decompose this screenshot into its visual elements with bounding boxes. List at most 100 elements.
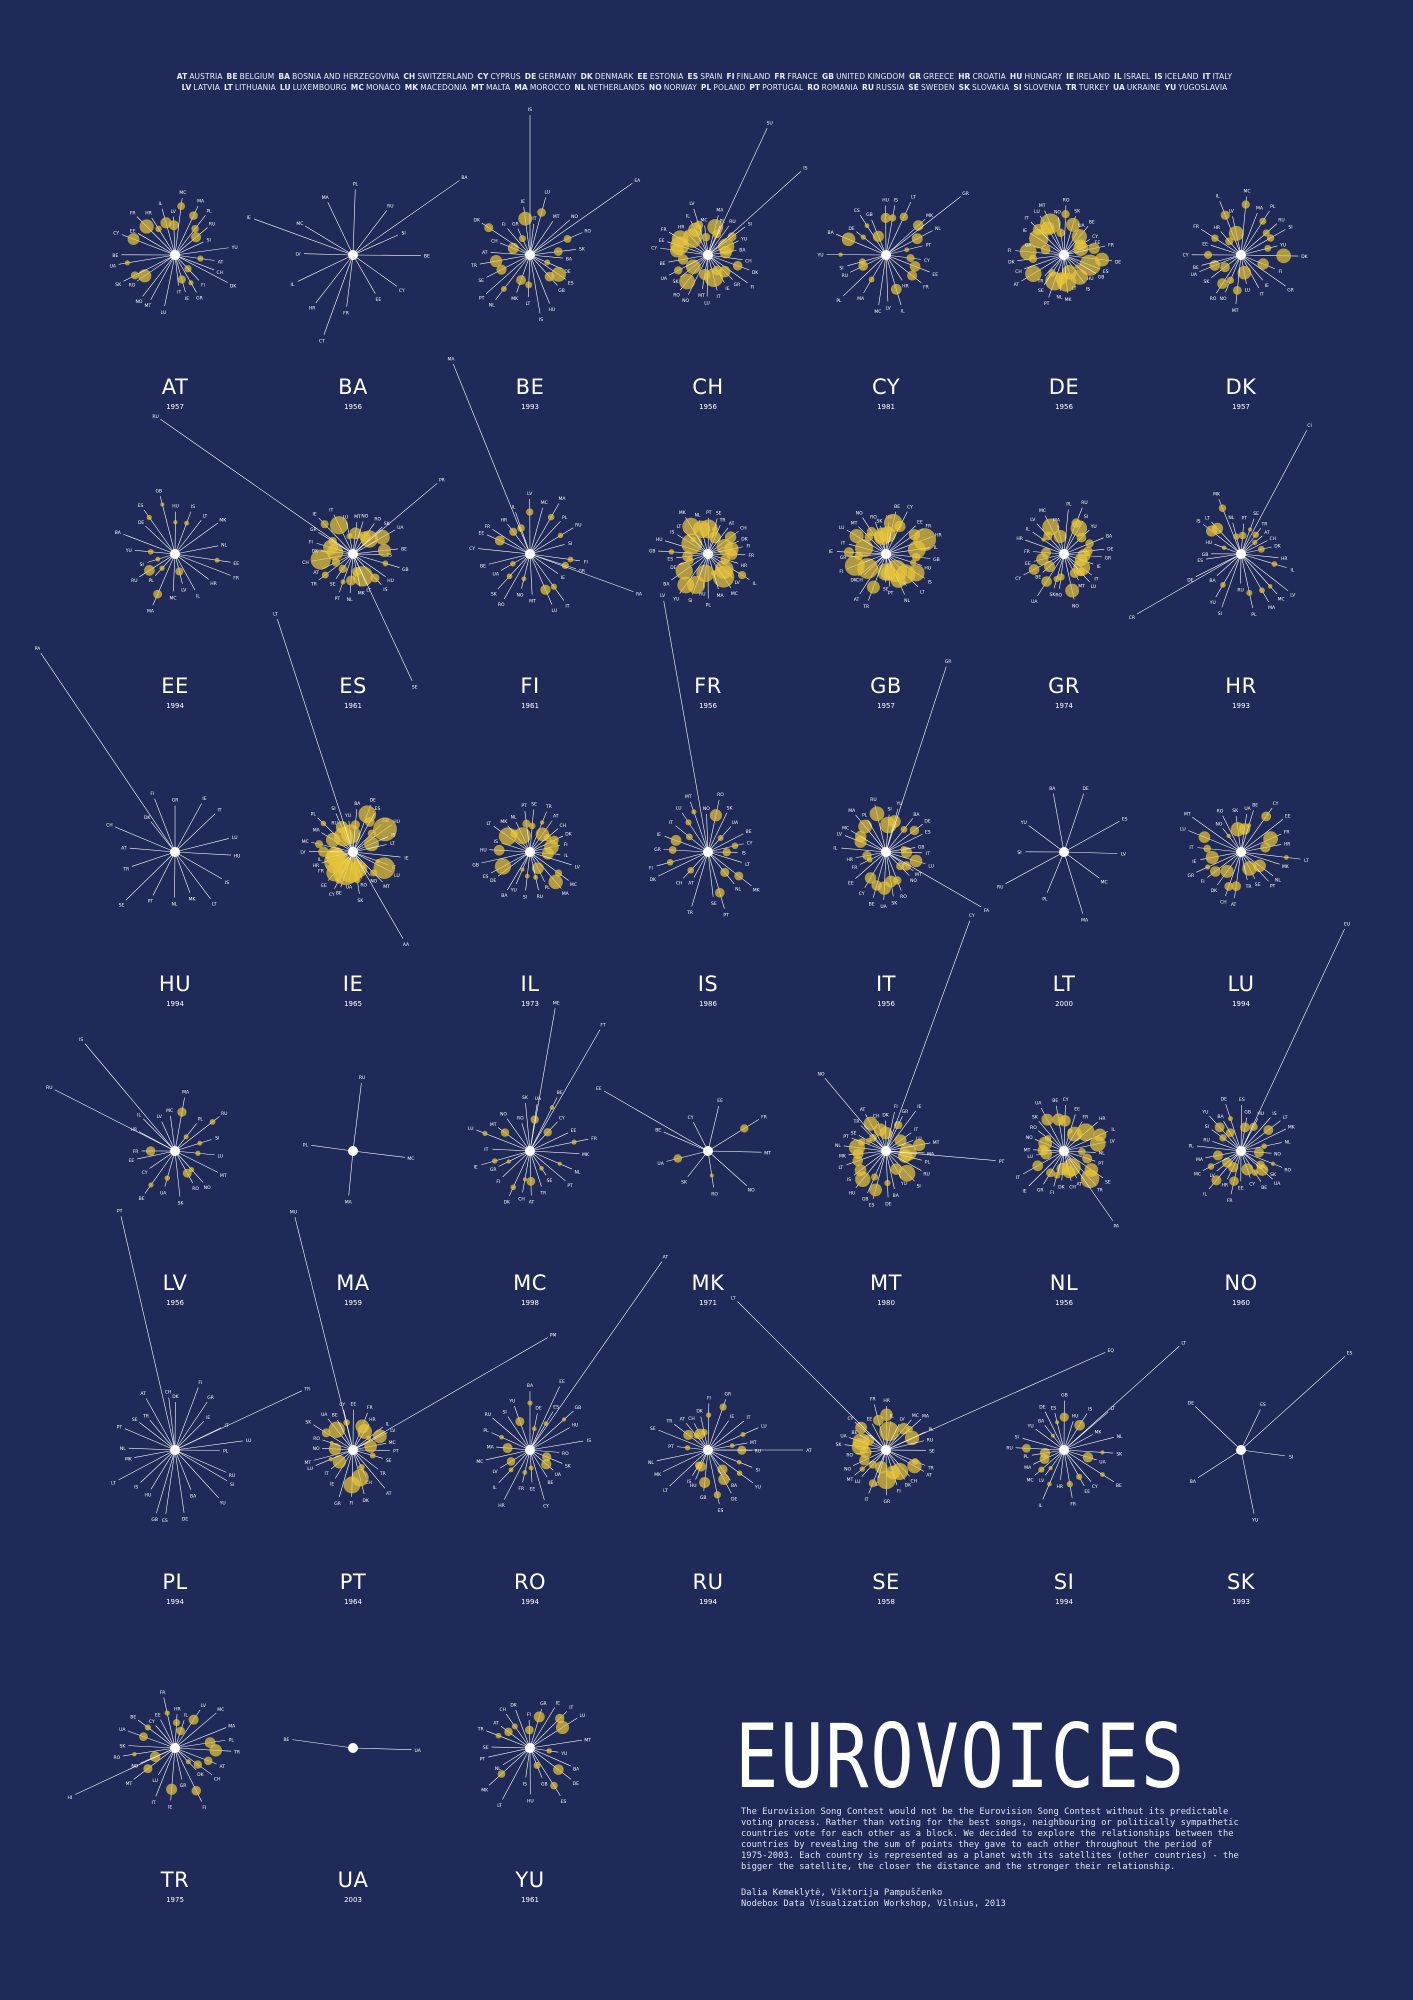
satellite-line	[707, 851, 742, 863]
satellite-label: RO	[1284, 1168, 1291, 1174]
satellite-dot	[1257, 258, 1269, 270]
satellite-dot	[1225, 1128, 1235, 1138]
satellite-dot	[369, 1452, 376, 1459]
satellite-label: SE	[330, 582, 336, 588]
satellite-label: SE	[1105, 1179, 1111, 1185]
satellite-line	[155, 1747, 176, 1797]
satellite-label: GB	[1244, 1110, 1251, 1116]
poster-title: EUROVOICES	[735, 1705, 1186, 1808]
satellite-label: RO	[870, 514, 877, 520]
satellite-label: GR	[512, 221, 519, 227]
outlier-line	[663, 600, 709, 853]
satellite-label: IT	[841, 541, 845, 547]
satellite-dot	[500, 286, 507, 292]
satellite-line	[529, 223, 535, 256]
satellite-dot	[506, 1457, 516, 1466]
satellite-label: DE	[490, 878, 496, 884]
satellite-dot	[518, 211, 533, 226]
satellite-label: CY	[924, 258, 930, 264]
legend-entry-at: AT AUSTRIA	[177, 72, 223, 81]
satellite-dot	[854, 1164, 867, 1177]
satellite-label: FR	[761, 1114, 767, 1120]
satellite-label: SI	[503, 1410, 507, 1416]
satellite-label: BA	[501, 893, 508, 899]
legend-entry-mt: MT MALTA	[471, 83, 510, 92]
satellite-line	[841, 847, 887, 853]
satellite-label: MT	[305, 1460, 312, 1466]
satellite-label: SK	[522, 1095, 529, 1101]
satellite-dot	[510, 1184, 517, 1191]
satellite-label: MK	[1282, 864, 1290, 870]
planet-core	[881, 1445, 891, 1455]
satellite-label: YU	[1209, 600, 1216, 606]
satellite-label: IS	[391, 832, 395, 838]
satellite-label: FI	[649, 865, 653, 871]
satellite-dot	[906, 254, 915, 263]
outlier-label: EA	[634, 178, 641, 184]
satellite-dot	[318, 846, 329, 858]
satellite-line	[174, 254, 215, 271]
legend-code: RO	[807, 83, 820, 92]
satellite-label: SI	[401, 231, 405, 237]
satellite-label: GB	[866, 212, 873, 218]
satellite-label: TR	[379, 1471, 386, 1477]
satellite-line	[150, 1449, 176, 1490]
satellite-label: MK	[753, 888, 761, 894]
satellite-dot	[859, 258, 866, 265]
satellite-dot	[209, 1119, 216, 1125]
planet-year-mt: 1980	[877, 1299, 895, 1307]
satellite-line	[114, 826, 176, 853]
satellite-label: AT	[386, 1491, 392, 1497]
planet-core	[170, 1445, 180, 1455]
satellite-line	[707, 1150, 714, 1188]
legend-entry-es: ES SPAIN	[688, 72, 723, 81]
satellite-dot	[717, 1464, 728, 1475]
legend-country-name: NORWAY	[663, 83, 697, 92]
satellite-dot	[539, 820, 545, 825]
planet-year-se: 1958	[877, 1598, 895, 1606]
satellite-line	[707, 1449, 753, 1468]
outlier-label: MU	[290, 1209, 297, 1215]
satellite-label: MC	[912, 1413, 919, 1419]
satellite-label: NL	[1275, 877, 1281, 883]
satellite-label: MK	[1065, 297, 1073, 303]
satellite-label: AT	[1014, 282, 1020, 288]
legend-code: DK	[580, 72, 593, 81]
satellite-label: FR	[318, 869, 324, 875]
satellite-line	[1063, 537, 1104, 555]
planet-code-lv: LV	[162, 1271, 188, 1295]
outlier-label: LT	[273, 611, 278, 617]
outlier-line	[352, 1337, 549, 1451]
satellite-label: PL	[229, 1737, 235, 1743]
satellite-dot	[1231, 881, 1242, 892]
satellite-dot	[506, 573, 513, 580]
satellite-line	[529, 220, 554, 256]
satellite-dot	[549, 1105, 555, 1110]
satellite-dot	[543, 1128, 552, 1137]
satellite-label: LV	[886, 305, 892, 311]
satellite-line	[133, 1747, 176, 1780]
satellite-label: SK	[178, 1201, 185, 1207]
satellite-dot	[1053, 529, 1067, 543]
satellite-label: CY	[1183, 253, 1189, 259]
satellite-label: CH	[518, 1196, 525, 1202]
satellite-label: MA	[927, 1151, 935, 1157]
satellite-line	[1235, 254, 1242, 305]
satellite-line	[502, 1150, 531, 1178]
country-code-legend: AT AUSTRIA BE BELGIUM BA BOSNIA AND HERZEGOVI…	[0, 71, 1413, 93]
satellite-dot	[1210, 866, 1221, 877]
satellite-dot	[1041, 576, 1052, 587]
satellite-label: MA	[487, 1445, 495, 1451]
satellite-label: FR	[925, 523, 931, 529]
satellite-line	[1063, 1436, 1114, 1451]
legend-country-name: LATVIA	[193, 83, 220, 92]
legend-entry-ru: RU RUSSIA	[862, 83, 904, 92]
satellite-label: UA	[1191, 272, 1198, 278]
outlier-line	[323, 254, 354, 335]
satellite-label: IT	[1094, 577, 1098, 583]
satellite-line	[514, 1405, 531, 1451]
satellite-label: MA	[1196, 1157, 1204, 1163]
satellite-label: PL	[198, 1117, 204, 1123]
satellite-label: IS	[225, 880, 229, 886]
satellite-dot	[1198, 831, 1211, 843]
